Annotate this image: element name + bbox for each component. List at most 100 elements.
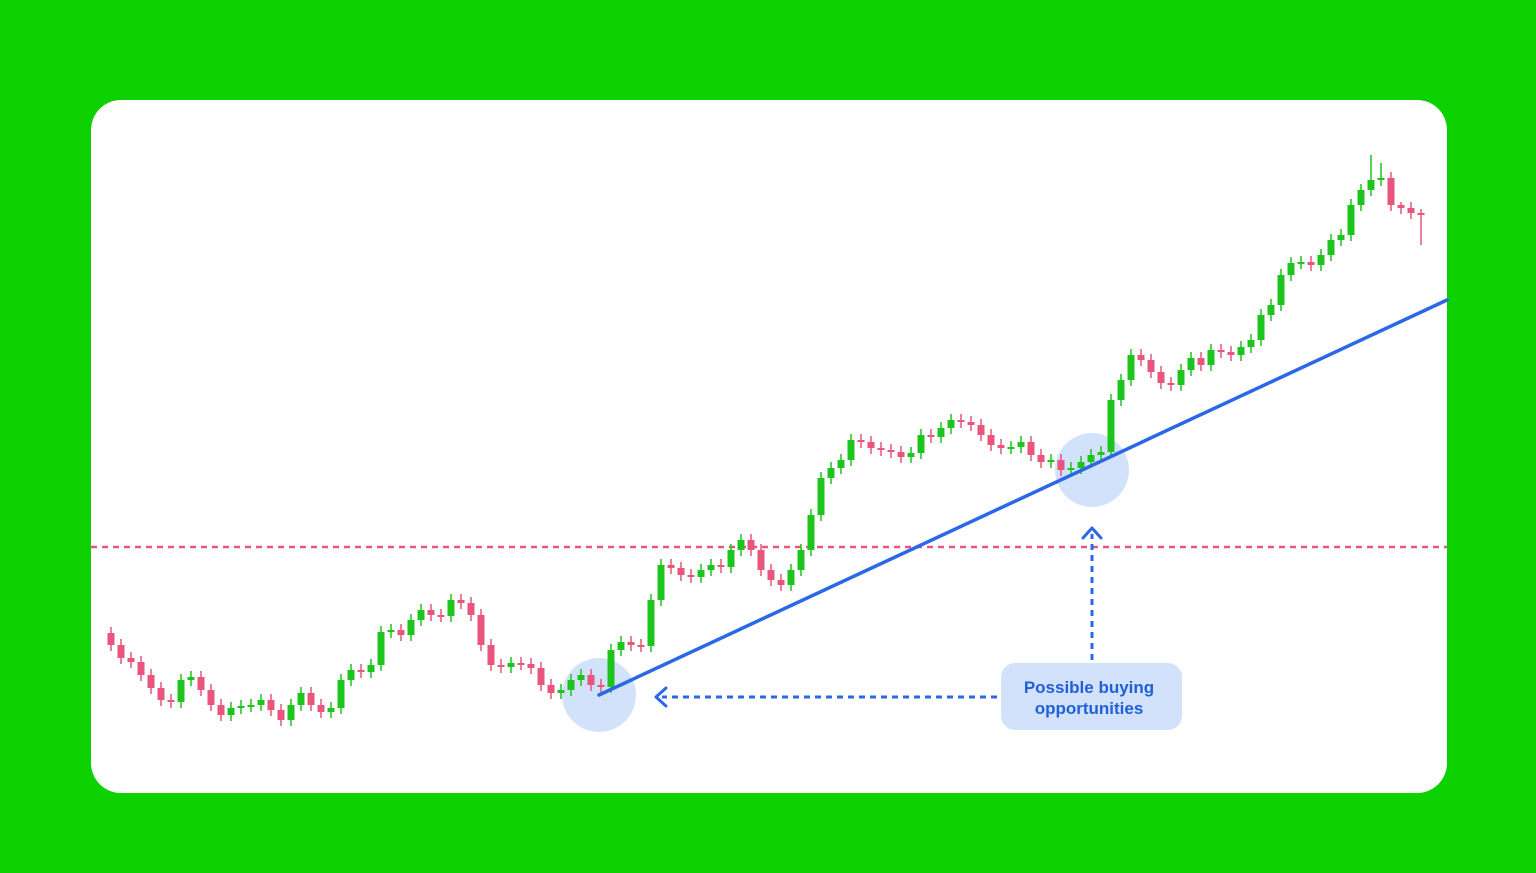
candle-body bbox=[207, 690, 215, 705]
candle-body bbox=[127, 658, 135, 662]
candle-body bbox=[1157, 372, 1165, 383]
candle-body bbox=[237, 706, 245, 708]
candle-body bbox=[1087, 455, 1095, 462]
candle-body bbox=[307, 693, 315, 705]
candle-body bbox=[1167, 383, 1175, 385]
candle-body bbox=[577, 675, 585, 680]
trendline bbox=[597, 298, 1449, 697]
candle-body bbox=[507, 663, 515, 667]
arrow-head bbox=[1081, 526, 1103, 540]
candle-body bbox=[937, 428, 945, 437]
candle-body bbox=[407, 620, 415, 635]
candle-body bbox=[1317, 255, 1325, 265]
candle-body bbox=[387, 630, 395, 632]
candle-body bbox=[727, 550, 735, 567]
candle-body bbox=[417, 610, 425, 620]
candle-body bbox=[957, 420, 965, 422]
candle-body bbox=[697, 570, 705, 577]
candle-body bbox=[1347, 205, 1355, 235]
candle-body bbox=[1367, 180, 1375, 190]
candle-body bbox=[547, 685, 555, 693]
candle-body bbox=[997, 445, 1005, 448]
candle-body bbox=[177, 680, 185, 702]
candle-body bbox=[317, 705, 325, 712]
candle-body bbox=[787, 570, 795, 585]
candle-body bbox=[747, 540, 755, 550]
candle-body bbox=[1417, 213, 1425, 215]
candle-body bbox=[907, 453, 915, 457]
candle-body bbox=[977, 425, 985, 435]
candle-body bbox=[837, 460, 845, 468]
highlight bbox=[1055, 433, 1129, 507]
candle-body bbox=[1177, 370, 1185, 385]
candle-body bbox=[967, 422, 975, 425]
arrow-head bbox=[654, 686, 668, 708]
candle-body bbox=[147, 675, 155, 688]
candle-body bbox=[247, 705, 255, 707]
candle-body bbox=[337, 680, 345, 708]
candle-body bbox=[1327, 240, 1335, 255]
candle-body bbox=[807, 515, 815, 550]
candle-body bbox=[1307, 262, 1315, 265]
candle-body bbox=[157, 688, 165, 700]
candle-body bbox=[367, 665, 375, 672]
candle-body bbox=[897, 452, 905, 457]
candle-body bbox=[1237, 347, 1245, 355]
candle-body bbox=[597, 685, 605, 687]
candle-body bbox=[1397, 205, 1405, 208]
candle-body bbox=[167, 700, 175, 702]
candle-body bbox=[637, 645, 645, 647]
candle-body bbox=[587, 675, 595, 685]
candle-body bbox=[1017, 442, 1025, 447]
annotation: Possible buying opportunities bbox=[1024, 678, 1154, 718]
candle-body bbox=[737, 540, 745, 550]
annotation-line: opportunities bbox=[1035, 699, 1144, 718]
candle-body bbox=[657, 565, 665, 600]
candle-body bbox=[287, 705, 295, 720]
candle-body bbox=[1057, 460, 1065, 470]
candle-body bbox=[1257, 315, 1265, 340]
candle-body bbox=[887, 450, 895, 452]
candle-body bbox=[647, 600, 655, 646]
candle-body bbox=[1207, 350, 1215, 365]
candle-body bbox=[1107, 400, 1115, 452]
candle-body bbox=[137, 662, 145, 675]
candle-body bbox=[1267, 305, 1275, 315]
candle-body bbox=[1147, 360, 1155, 372]
candle-body bbox=[217, 705, 225, 715]
candle-body bbox=[1137, 355, 1145, 360]
candle-body bbox=[667, 565, 675, 568]
candle-body bbox=[427, 610, 435, 615]
candle-body bbox=[107, 633, 115, 645]
candle-body bbox=[847, 440, 855, 460]
candle-body bbox=[1027, 442, 1035, 455]
candle-body bbox=[1357, 190, 1365, 205]
candle-body bbox=[877, 448, 885, 450]
annotation-line: Possible buying bbox=[1024, 678, 1154, 697]
candle-body bbox=[1067, 468, 1075, 470]
candle-body bbox=[527, 664, 535, 668]
candle-body bbox=[707, 565, 715, 570]
candle-body bbox=[1277, 275, 1285, 305]
candle-body bbox=[1037, 455, 1045, 462]
candle-body bbox=[1197, 358, 1205, 365]
candle-body bbox=[517, 663, 525, 665]
candle-body bbox=[757, 550, 765, 570]
candle-body bbox=[687, 575, 695, 577]
candle-body bbox=[1117, 380, 1125, 400]
candle-body bbox=[797, 550, 805, 570]
candle-body bbox=[327, 708, 335, 712]
candle-body bbox=[467, 603, 475, 615]
candle-body bbox=[947, 420, 955, 428]
candle-body bbox=[1187, 358, 1195, 370]
marks bbox=[91, 155, 1449, 732]
candle-body bbox=[1287, 263, 1295, 275]
candle-body bbox=[1097, 452, 1105, 455]
candle-body bbox=[777, 580, 785, 585]
candle-body bbox=[717, 565, 725, 567]
candle-body bbox=[827, 468, 835, 478]
card bbox=[91, 100, 1447, 793]
candle-body bbox=[187, 677, 195, 680]
candle-body bbox=[1247, 340, 1255, 347]
